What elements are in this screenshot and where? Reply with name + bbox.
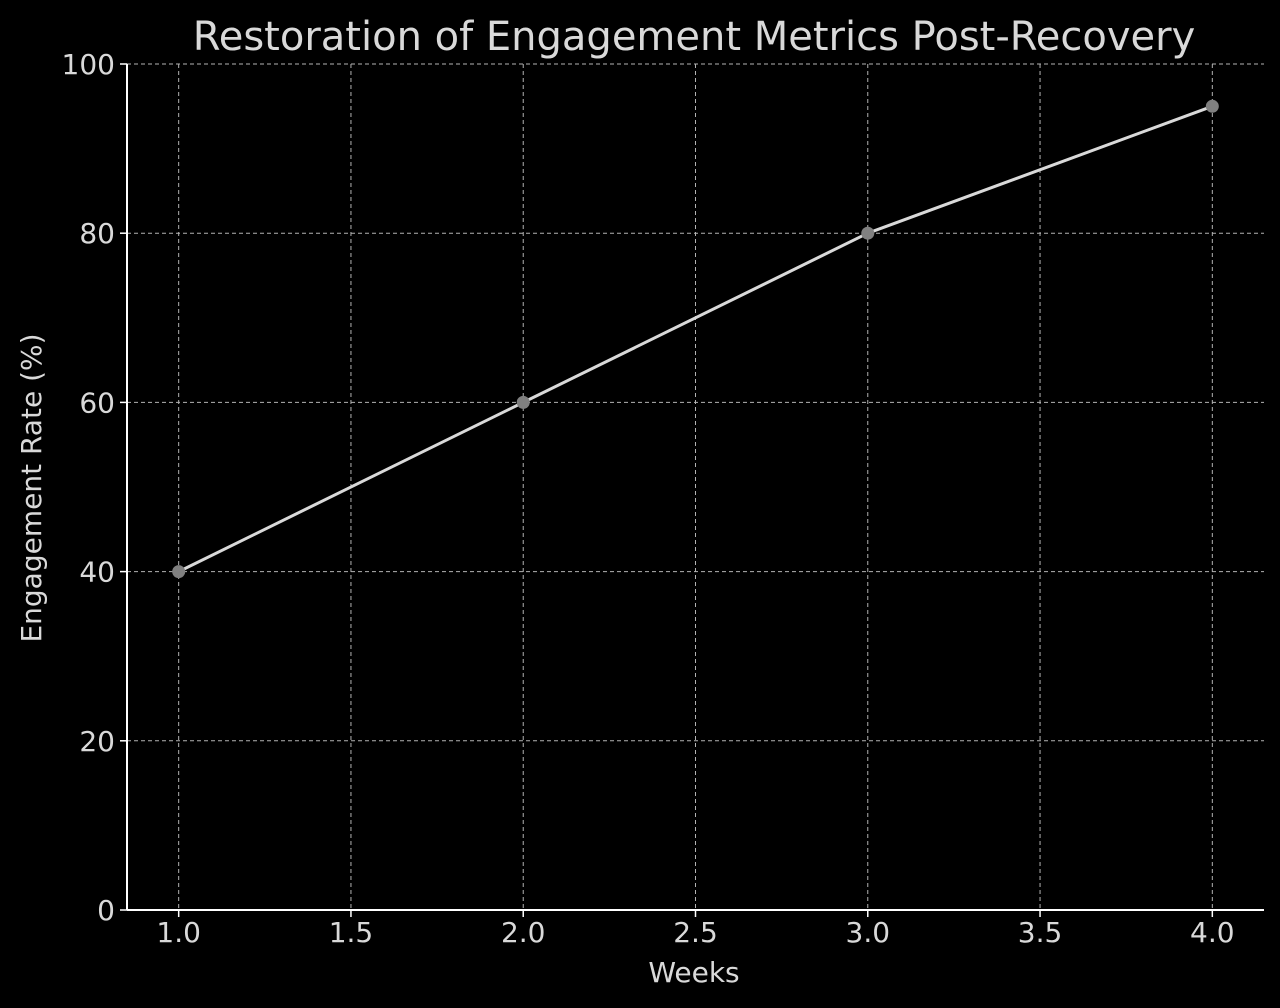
x-tick-label: 2.0 xyxy=(501,916,546,949)
data-point xyxy=(172,565,186,579)
y-tick-label: 100 xyxy=(62,48,115,81)
x-tick-label: 1.5 xyxy=(329,916,374,949)
x-tick-label: 1.0 xyxy=(156,916,201,949)
x-axis-label: Weeks xyxy=(648,956,739,989)
grid xyxy=(127,63,1264,910)
y-tick-label: 60 xyxy=(79,386,115,419)
y-tick-label: 80 xyxy=(79,217,115,250)
y-axis-label: Engagement Rate (%) xyxy=(15,333,48,642)
axes xyxy=(120,63,1264,917)
series xyxy=(172,99,1219,579)
x-tick-label: 4.0 xyxy=(1190,916,1235,949)
series-line xyxy=(178,104,1213,573)
y-tick-label: 40 xyxy=(79,556,115,589)
data-point xyxy=(1205,99,1219,113)
x-tick-label: 3.5 xyxy=(1018,916,1063,949)
x-tick-label: 2.5 xyxy=(673,916,718,949)
data-point xyxy=(861,226,875,240)
x-tick-label: 3.0 xyxy=(846,916,891,949)
data-point xyxy=(516,395,530,409)
chart-title: Restoration of Engagement Metrics Post-R… xyxy=(193,14,1196,60)
tick-labels: 1.0 1.5 2.0 2.5 3.0 3.5 4.0 0 20 40 60 80 100 xyxy=(62,48,1235,949)
y-tick-label: 20 xyxy=(79,725,115,758)
y-tick-label: 0 xyxy=(97,894,115,927)
